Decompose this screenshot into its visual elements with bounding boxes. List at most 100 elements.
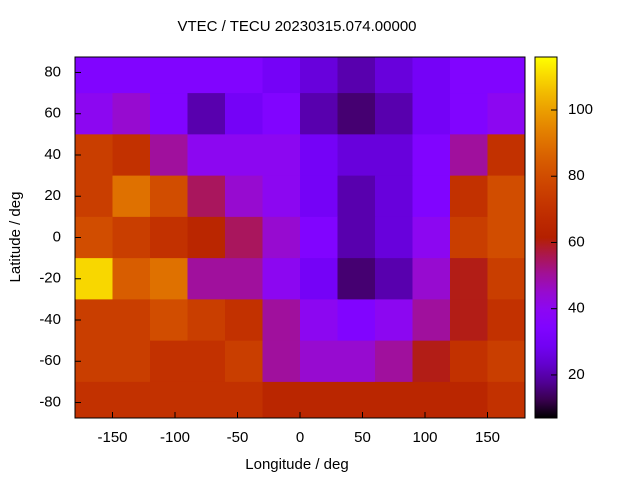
heat-cell <box>112 381 151 418</box>
heat-cell <box>300 175 338 218</box>
heat-cell <box>300 93 338 135</box>
y-tick-label: -60 <box>39 352 61 369</box>
heat-cell <box>187 93 226 135</box>
heat-cell <box>375 340 413 383</box>
heat-cell <box>112 216 151 259</box>
heat-cell <box>375 93 413 135</box>
heat-cell <box>300 299 338 342</box>
y-tick-label: -80 <box>39 393 61 410</box>
heat-cell <box>75 57 113 94</box>
heat-cell <box>150 258 188 300</box>
heat-cell <box>487 57 525 94</box>
heat-cell <box>75 340 113 383</box>
heat-cell <box>337 175 376 218</box>
heat-cell <box>262 93 301 135</box>
heat-cell <box>487 134 525 177</box>
heat-cell <box>450 340 488 383</box>
heat-cell <box>337 258 376 300</box>
heat-cell <box>337 216 376 259</box>
x-tick-label: -150 <box>97 429 127 446</box>
heat-cell <box>412 175 451 218</box>
chart-title: VTEC / TECU 20230315.074.00000 <box>177 18 416 35</box>
heat-cell <box>150 93 188 135</box>
heat-cell <box>75 175 113 218</box>
heat-cell <box>375 216 413 259</box>
heat-cell <box>150 216 188 259</box>
heat-cell <box>450 93 488 135</box>
heatmap <box>75 57 525 418</box>
heat-cell <box>412 381 451 418</box>
heat-cell <box>187 340 226 383</box>
heat-cell <box>75 216 113 259</box>
heat-cell <box>337 299 376 342</box>
heat-cell <box>300 57 338 94</box>
heat-cell <box>225 216 263 259</box>
heat-cell <box>412 216 451 259</box>
heat-cell <box>450 134 488 177</box>
heat-cell <box>75 93 113 135</box>
heat-cell <box>187 216 226 259</box>
heat-cell <box>187 175 226 218</box>
heat-cell <box>112 340 151 383</box>
heat-cell <box>375 175 413 218</box>
heat-cell <box>300 216 338 259</box>
heat-cell <box>450 381 488 418</box>
heat-cell <box>112 175 151 218</box>
y-tick-label: 80 <box>44 63 61 80</box>
heat-cell <box>412 93 451 135</box>
heat-cell <box>487 175 525 218</box>
x-tick-label: 150 <box>475 429 500 446</box>
heat-cell <box>187 134 226 177</box>
heat-cell <box>412 299 451 342</box>
y-tick-label: 0 <box>53 228 61 245</box>
heat-cell <box>225 175 263 218</box>
heat-cell <box>187 258 226 300</box>
colorbar-tick-label: 40 <box>568 300 585 317</box>
heat-cell <box>375 57 413 94</box>
y-tick-label: 40 <box>44 146 61 163</box>
heat-cell <box>262 175 301 218</box>
heat-cell <box>187 381 226 418</box>
y-axis-label: Latitude / deg <box>7 192 24 283</box>
heat-cell <box>225 134 263 177</box>
y-tick-label: -20 <box>39 270 61 287</box>
heat-cell <box>487 258 525 300</box>
heat-cell <box>337 134 376 177</box>
heat-cell <box>300 258 338 300</box>
heat-cell <box>337 381 376 418</box>
x-tick-label: 100 <box>412 429 437 446</box>
heat-cell <box>150 57 188 94</box>
heat-cell <box>150 175 188 218</box>
heat-cell <box>450 258 488 300</box>
heat-cell <box>375 381 413 418</box>
heat-cell <box>262 299 301 342</box>
heat-cell <box>487 93 525 135</box>
heat-cell <box>112 299 151 342</box>
heat-cell <box>75 381 113 418</box>
heat-cell <box>412 134 451 177</box>
heat-cell <box>487 299 525 342</box>
heat-cell <box>262 381 301 418</box>
heat-cell <box>187 57 226 94</box>
heat-cell <box>300 340 338 383</box>
x-tick-label: -100 <box>160 429 190 446</box>
heat-cell <box>112 93 151 135</box>
heat-cell <box>412 258 451 300</box>
heat-cell <box>337 57 376 94</box>
y-tick-label: 20 <box>44 187 61 204</box>
heat-cell <box>412 57 451 94</box>
heat-cell <box>375 258 413 300</box>
heat-cell <box>300 134 338 177</box>
heat-cell <box>112 134 151 177</box>
heat-cell <box>450 57 488 94</box>
heat-cell <box>262 258 301 300</box>
colorbar-tick-label: 80 <box>568 167 585 184</box>
heat-cell <box>450 299 488 342</box>
heat-cell <box>375 134 413 177</box>
heat-cell <box>75 134 113 177</box>
y-tick-label: 60 <box>44 105 61 122</box>
heat-cell <box>262 57 301 94</box>
colorbar <box>534 56 558 419</box>
heat-cell <box>487 381 525 418</box>
